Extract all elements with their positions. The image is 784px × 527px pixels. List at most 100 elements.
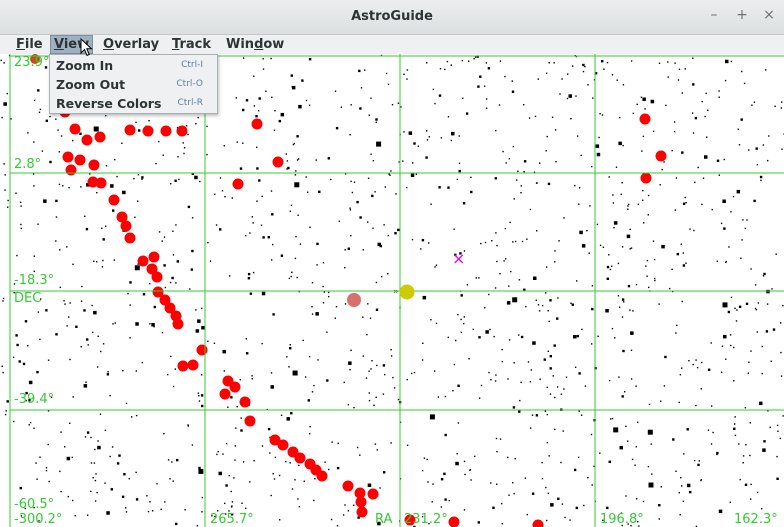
star [344, 173, 347, 175]
menu-item-zoom-out[interactable]: Zoom Out Ctrl-O [50, 75, 217, 94]
star [39, 108, 42, 111]
star [267, 236, 270, 239]
star [763, 440, 766, 443]
star [421, 516, 424, 518]
star [230, 506, 233, 508]
star [738, 305, 742, 308]
track-point [124, 232, 136, 244]
star [286, 168, 288, 170]
menu-file[interactable]: File [13, 36, 46, 53]
star [635, 283, 638, 286]
star [547, 492, 549, 495]
star [492, 506, 495, 509]
star [311, 391, 314, 393]
menu-overlay[interactable]: Overlay [100, 36, 162, 53]
star [97, 335, 99, 337]
star [91, 304, 93, 307]
star [458, 162, 461, 164]
star [720, 222, 723, 225]
target-marker[interactable]: × [452, 249, 465, 268]
star [549, 299, 552, 302]
star [512, 297, 518, 303]
star [273, 129, 276, 131]
menu-item-zoom-in[interactable]: Zoom In Ctrl-I [50, 56, 217, 75]
menu-track[interactable]: Track [169, 36, 214, 53]
star [493, 335, 495, 338]
star [242, 461, 245, 463]
star [371, 194, 374, 198]
close-button[interactable]: × [763, 7, 775, 23]
star [618, 141, 622, 146]
star [523, 288, 526, 291]
star [541, 477, 544, 480]
star [547, 310, 549, 312]
star [692, 363, 694, 366]
star [311, 306, 313, 308]
star [548, 455, 550, 457]
star [288, 277, 291, 280]
star [591, 484, 593, 486]
star [392, 376, 394, 379]
star [591, 165, 593, 168]
star [402, 160, 404, 162]
star [615, 222, 618, 224]
star [129, 281, 132, 284]
star [664, 355, 667, 359]
star [748, 149, 750, 151]
faded-object[interactable] [347, 293, 361, 307]
star [466, 284, 469, 286]
star [732, 195, 735, 198]
star [122, 190, 126, 195]
star [727, 310, 731, 314]
star [298, 290, 300, 293]
star [508, 339, 511, 341]
star [645, 265, 647, 267]
star [270, 57, 272, 60]
star [258, 179, 261, 182]
star [463, 250, 466, 252]
star [523, 171, 525, 173]
star [463, 322, 465, 325]
sun-marker[interactable] [399, 284, 415, 300]
maximize-button[interactable]: + [736, 7, 748, 23]
star [184, 509, 186, 511]
star [439, 68, 442, 70]
ra-tick-label: -300.2° [14, 512, 62, 527]
star [6, 92, 8, 95]
star [224, 196, 226, 198]
star [700, 479, 703, 481]
star [347, 404, 350, 406]
star [125, 511, 128, 513]
star [491, 240, 493, 242]
star [175, 522, 178, 526]
star [305, 99, 308, 102]
star [213, 342, 216, 344]
menu-window[interactable]: Window [223, 36, 287, 53]
track-point [177, 360, 189, 372]
star [495, 129, 497, 132]
star [45, 467, 48, 469]
star [612, 202, 615, 204]
star [777, 430, 779, 432]
star [545, 292, 547, 294]
star [476, 55, 479, 58]
star [754, 284, 757, 286]
star [704, 155, 708, 159]
track-point [124, 124, 136, 136]
minimize-button[interactable]: – [710, 7, 718, 23]
star [59, 249, 61, 251]
star [574, 366, 577, 368]
star [582, 70, 585, 73]
star [635, 446, 637, 448]
menu-item-reverse-colors[interactable]: Reverse Colors Ctrl-R [50, 94, 217, 113]
star [311, 282, 314, 284]
star [691, 112, 694, 114]
star [527, 361, 530, 363]
star [375, 281, 378, 284]
star [35, 462, 37, 464]
star [718, 174, 720, 176]
star [80, 186, 82, 188]
star [357, 516, 360, 519]
sky-chart[interactable]: × » 23.9° 2.8° -18.3° DEC -39.4° -60.5° … [0, 54, 784, 527]
star [296, 276, 298, 279]
